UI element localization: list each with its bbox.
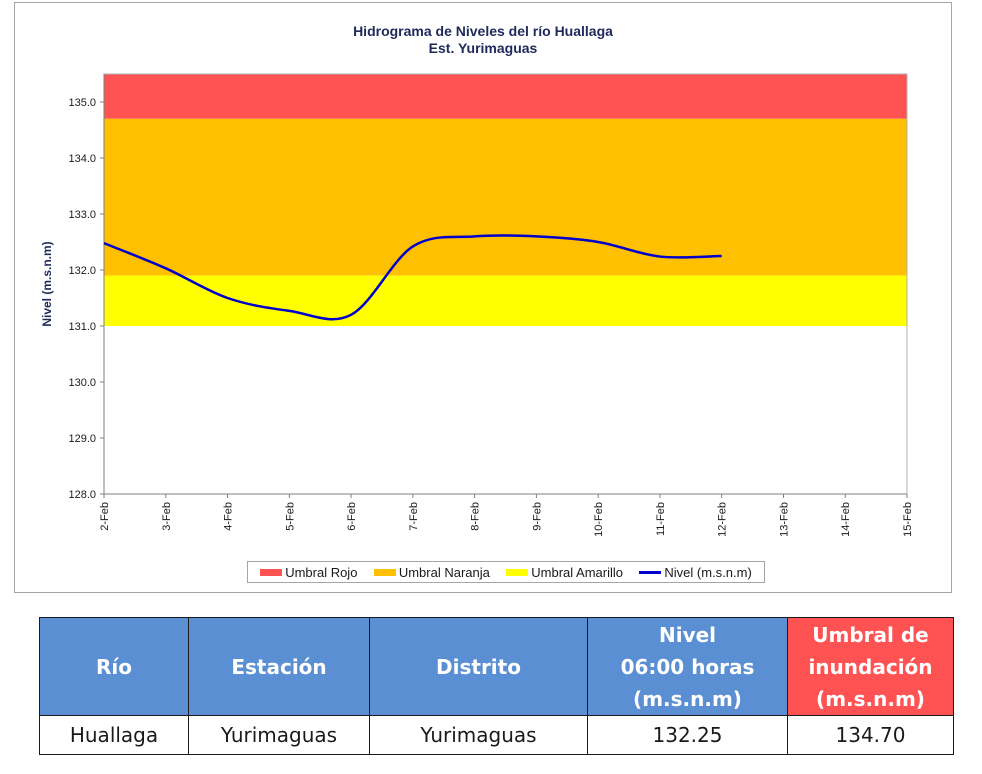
x-tick-label: 4-Feb: [223, 502, 235, 531]
y-tick-label: 129.0: [68, 433, 96, 445]
x-tick-label: 3-Feb: [161, 502, 173, 531]
table-row: Huallaga Yurimaguas Yurimaguas 132.25 13…: [39, 715, 954, 755]
y-tick-label: 134.0: [68, 153, 96, 165]
table-header-row: Río Estación Distrito Nivel 06:00 horas …: [39, 617, 954, 716]
x-tick-label: 7-Feb: [408, 502, 420, 531]
band-umbral-rojo: [104, 74, 907, 119]
header-umbral-line3: (m.s.n.m): [816, 686, 925, 711]
y-axis-title: Nivel (m.s.n.m): [40, 241, 54, 326]
series-line-nivel: [103, 234, 722, 321]
legend-swatch-amarillo: [506, 568, 529, 576]
legend-label-naranja: Umbral Naranja: [398, 564, 490, 580]
y-tick-label: 128.0: [68, 489, 96, 501]
legend-swatch-nivel: [639, 570, 662, 574]
header-umbral-line1: Umbral de: [812, 622, 929, 647]
legend-swatch-rojo: [260, 568, 283, 576]
chart-container: Hidrograma de Niveles del río Huallaga E…: [14, 2, 952, 593]
legend-item-naranja: Umbral Naranja: [373, 564, 490, 580]
station-table: Río Estación Distrito Nivel 06:00 horas …: [39, 617, 954, 755]
header-rio: Río: [39, 617, 189, 716]
header-umbral: Umbral de inundación (m.s.n.m): [787, 617, 954, 716]
legend-label-rojo: Umbral Rojo: [285, 564, 358, 580]
legend-item-amarillo: Umbral Amarillo: [506, 565, 623, 580]
header-nivel: Nivel 06:00 horas (m.s.n.m): [587, 617, 788, 716]
legend-item-rojo: Umbral Rojo: [260, 565, 357, 580]
y-tick-label: 131.0: [68, 321, 96, 333]
hydrograph-plot: 128.0 129.0 130.0 131.0 132.0 133.0 134.0 135.0…: [40, 73, 914, 537]
cell-nivel: 132.25: [587, 715, 788, 755]
chart-title: Hidrograma de Niveles del río Huallaga: [353, 23, 613, 39]
header-nivel-line1: Nivel: [658, 622, 717, 647]
x-tick-label: 15-Feb: [902, 502, 914, 537]
header-estacion: Estación: [188, 617, 370, 716]
x-tick-label: 10-Feb: [593, 502, 605, 537]
legend-swatch-naranja: [373, 568, 396, 576]
y-tick-label: 133.0: [68, 209, 96, 221]
x-tick-label: 5-Feb: [284, 502, 296, 531]
chart-subtitle: Est. Yurimaguas: [428, 40, 538, 56]
x-tick-label: 11-Feb: [655, 502, 667, 536]
legend-label-amarillo: Umbral Amarillo: [531, 564, 624, 580]
legend-item-nivel: Nivel (m.s.n.m): [639, 564, 752, 580]
x-tick-label: 9-Feb: [531, 502, 543, 531]
x-tick-label: 8-Feb: [470, 502, 482, 531]
x-tick-label: 13-Feb: [778, 502, 790, 537]
x-tick-label: 12-Feb: [717, 502, 729, 537]
cell-rio: Huallaga: [39, 715, 189, 755]
x-tick-label: 6-Feb: [346, 502, 358, 531]
header-umbral-line2: inundación: [808, 654, 933, 679]
header-nivel-line3: (m.s.n.m): [633, 686, 742, 711]
legend-label-nivel: Nivel (m.s.n.m): [664, 564, 752, 580]
band-umbral-amarillo: [104, 275, 907, 326]
header-nivel-line2: 06:00 horas: [620, 654, 755, 679]
band-umbral-naranja: [104, 118, 907, 276]
x-tick-label: 2-Feb: [99, 502, 111, 531]
y-tick-label: 132.0: [68, 265, 96, 277]
y-tick-label: 130.0: [68, 377, 96, 389]
header-distrito: Distrito: [369, 617, 588, 716]
cell-distrito: Yurimaguas: [369, 715, 588, 755]
x-tick-label: 14-Feb: [840, 502, 852, 537]
chart-legend: Umbral Rojo Umbral Naranja Umbral Amaril…: [247, 561, 765, 583]
cell-estacion: Yurimaguas: [188, 715, 370, 755]
y-tick-label: 135.0: [68, 97, 96, 109]
cell-umbral: 134.70: [787, 715, 954, 755]
